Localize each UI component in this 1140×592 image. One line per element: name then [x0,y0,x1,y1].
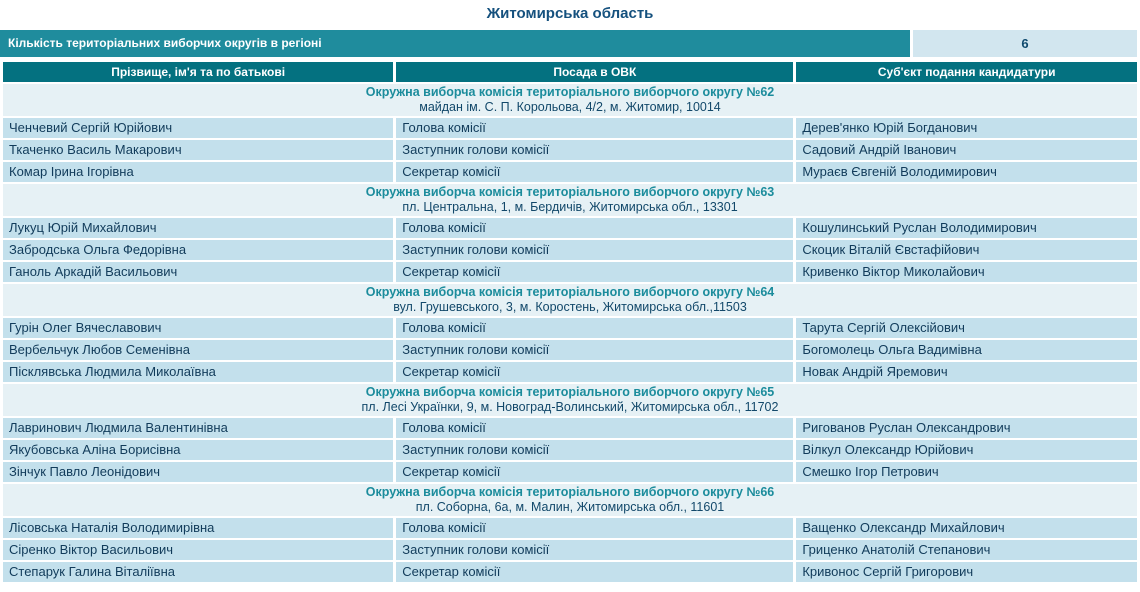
member-name-cell: Лавринович Людмила Валентинівна [3,418,394,438]
district-address: вул. Грушевського, 3, м. Коростень, Жито… [393,300,747,314]
districts-count-label: Кількість територіальних виборчих округі… [0,30,910,57]
district-header-row: Окружна виборча комісія територіального … [3,384,1137,416]
position-cell: Секретар комісії [396,562,794,582]
table-row: Степарук Галина Віталіївна Секретар коміс… [3,562,1137,582]
member-name-cell: Якубовська Аліна Борисівна [3,440,394,460]
nominating-subject-cell: Ващенко Олександр Михайлович [796,518,1137,538]
nominating-subject-cell: Кошулинський Руслан Володимирович [796,218,1137,238]
column-header-position: Посада в ОВК [396,62,794,82]
table-row: Забродська Ольга Федорівна Заступник голо… [3,240,1137,260]
district-address: пл. Центральна, 1, м. Бердичів, Житомирс… [402,200,738,214]
district-address: пл. Лесі Українки, 9, м. Новоград-Волинс… [361,400,779,414]
nominating-subject-cell: Садовий Андрій Іванович [796,140,1137,160]
nominating-subject-cell: Кривонос Сергій Григорович [796,562,1137,582]
nominating-subject-cell: Мураєв Євгеній Володимирович [796,162,1137,182]
district-header-cell: Окружна виборча комісія територіального … [3,84,1137,116]
position-cell: Заступник голови комісії [396,240,794,260]
district-header-cell: Окружна виборча комісія територіального … [3,284,1137,316]
table-row: Комар Ірина Ігорівна Секретар комісії Мура… [3,162,1137,182]
district-header-row: Окружна виборча комісія територіального … [3,84,1137,116]
position-cell: Секретар комісії [396,362,794,382]
member-name-cell: Сіренко Віктор Васильович [3,540,394,560]
member-name-cell: Пісклявська Людмила Миколаївна [3,362,394,382]
position-cell: Заступник голови комісії [396,340,794,360]
nominating-subject-cell: Кривенко Віктор Миколайович [796,262,1137,282]
nominating-subject-cell: Гриценко Анатолій Степанович [796,540,1137,560]
member-name-cell: Степарук Галина Віталіївна [3,562,394,582]
district-title: Окружна виборча комісія територіального … [365,85,775,99]
position-cell: Голова комісії [396,418,794,438]
position-cell: Секретар комісії [396,462,794,482]
district-address: майдан ім. С. П. Корольова, 4/2, м. Жито… [419,100,721,114]
table-row: Ганоль Аркадій Васильович Секретар комісі… [3,262,1137,282]
district-header-cell: Окружна виборча комісія територіального … [3,484,1137,516]
member-name-cell: Гурін Олег Вячеславович [3,318,394,338]
district-header-row: Окружна виборча комісія територіального … [3,484,1137,516]
position-cell: Голова комісії [396,218,794,238]
table-row: Ченчевий Сергій Юрійович Голова комісії Де… [3,118,1137,138]
nominating-subject-cell: Дерев'янко Юрій Богданович [796,118,1137,138]
district-header-row: Окружна виборча комісія територіального … [3,284,1137,316]
nominating-subject-cell: Скоцик Віталій Євстафійович [796,240,1137,260]
position-cell: Секретар комісії [396,162,794,182]
districts-count-value: 6 [913,30,1137,57]
position-cell: Голова комісії [396,318,794,338]
table-row: Якубовська Аліна Борисівна Заступник голо… [3,440,1137,460]
page-title: Житомирська область [486,5,654,22]
commissions-table: Прізвище, ім'я та по батькові Посада в О… [0,60,1140,584]
district-title: Окружна виборча комісія територіального … [365,285,775,299]
district-title: Окружна виборча комісія територіального … [365,385,775,399]
member-name-cell: Комар Ірина Ігорівна [3,162,394,182]
member-name-cell: Лісовська Наталія Володимирівна [3,518,394,538]
table-row: Гурін Олег Вячеславович Голова комісії Тар… [3,318,1137,338]
nominating-subject-cell: Смешко Ігор Петрович [796,462,1137,482]
district-address: пл. Соборна, 6а, м. Малин, Житомирська о… [415,500,725,514]
member-name-cell: Зінчук Павло Леонідович [3,462,394,482]
position-cell: Голова комісії [396,518,794,538]
table-row: Сіренко Віктор Васильович Заступник голов… [3,540,1137,560]
member-name-cell: Ганоль Аркадій Васильович [3,262,394,282]
district-header-cell: Окружна виборча комісія територіального … [3,384,1137,416]
table-row: Лісовська Наталія Володимирівна Голова ко… [3,518,1137,538]
member-name-cell: Ченчевий Сергій Юрійович [3,118,394,138]
district-title: Окружна виборча комісія територіального … [365,485,775,499]
column-header-nominating-subject: Суб'єкт подання кандидатури [796,62,1137,82]
nominating-subject-cell: Вілкул Олександр Юрійович [796,440,1137,460]
position-cell: Голова комісії [396,118,794,138]
table-row: Лавринович Людмила Валентинівна Голова ко… [3,418,1137,438]
member-name-cell: Лукуц Юрій Михайлович [3,218,394,238]
table-header-row: Прізвище, ім'я та по батькові Посада в О… [3,62,1137,82]
table-body: Окружна виборча комісія територіального … [3,84,1137,582]
nominating-subject-cell: Новак Андрій Яремович [796,362,1137,382]
member-name-cell: Ткаченко Василь Макарович [3,140,394,160]
nominating-subject-cell: Тарута Сергій Олексійович [796,318,1137,338]
table-row: Зінчук Павло Леонідович Секретар комісії С… [3,462,1137,482]
table-row: Вербельчук Любов Семенівна Заступник голо… [3,340,1137,360]
table-row: Ткаченко Василь Макарович Заступник голов… [3,140,1137,160]
position-cell: Заступник голови комісії [396,440,794,460]
nominating-subject-cell: Ригованов Руслан Олександрович [796,418,1137,438]
column-header-name: Прізвище, ім'я та по батькові [3,62,394,82]
district-title: Окружна виборча комісія територіального … [365,185,775,199]
position-cell: Заступник голови комісії [396,540,794,560]
member-name-cell: Вербельчук Любов Семенівна [3,340,394,360]
table-row: Лукуц Юрій Михайлович Голова комісії Кошул… [3,218,1137,238]
member-name-cell: Забродська Ольга Федорівна [3,240,394,260]
position-cell: Секретар комісії [396,262,794,282]
districts-count-bar: Кількість територіальних виборчих округі… [0,30,1140,57]
table-row: Пісклявська Людмила Миколаївна Секретар к… [3,362,1137,382]
district-header-cell: Окружна виборча комісія територіального … [3,184,1137,216]
position-cell: Заступник голови комісії [396,140,794,160]
district-header-row: Окружна виборча комісія територіального … [3,184,1137,216]
nominating-subject-cell: Богомолець Ольга Вадимівна [796,340,1137,360]
